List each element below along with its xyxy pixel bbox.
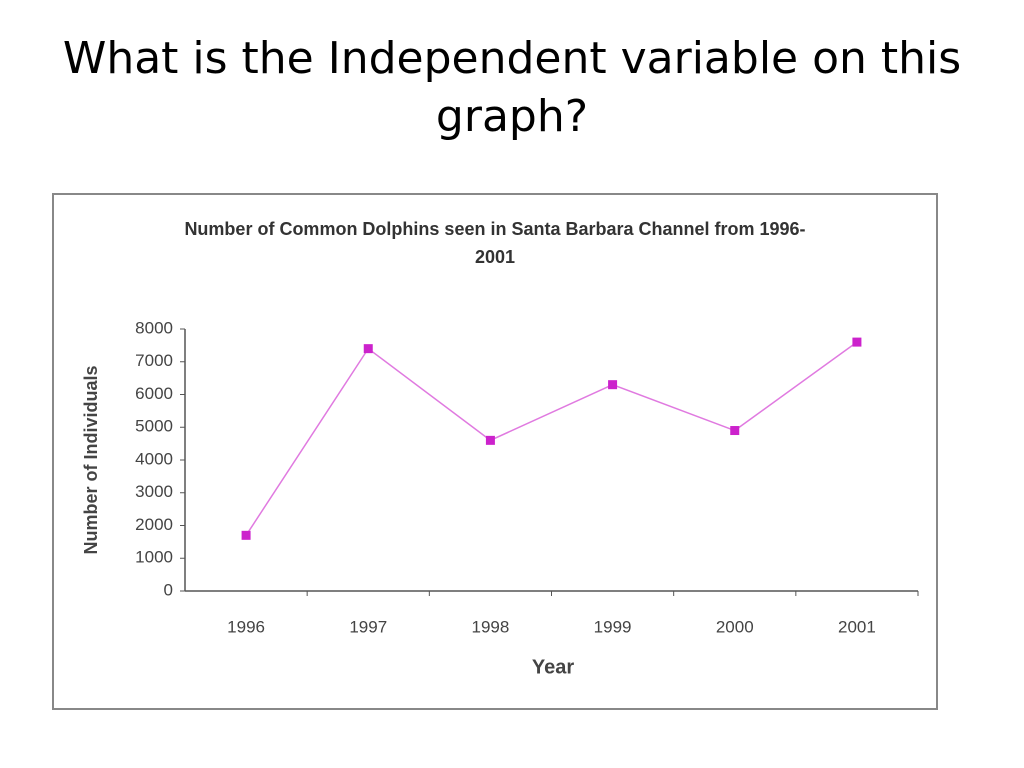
y-tick-label: 2000	[135, 515, 173, 534]
data-line	[245, 341, 858, 536]
x-axis-title: Year	[532, 656, 574, 678]
data-point	[241, 530, 251, 540]
x-tick-label: 1996	[227, 617, 265, 636]
x-tick-label: 2001	[838, 617, 876, 636]
x-tick-label: 1999	[594, 617, 632, 636]
data-point	[608, 380, 618, 390]
data-point	[485, 435, 495, 445]
chart-title: Number of Common Dolphins seen in Santa …	[184, 219, 806, 267]
y-tick-label: 1000	[135, 548, 173, 567]
slide-title: What is the Independent variable on this…	[62, 33, 962, 142]
y-axis-title: Number of Individuals	[81, 365, 101, 554]
y-tick-label: 4000	[135, 449, 173, 468]
chart-frame	[52, 193, 938, 710]
data-point	[730, 426, 740, 436]
y-tick-label: 6000	[135, 384, 173, 403]
x-tick-label: 2000	[716, 617, 754, 636]
y-tick-label: 8000	[135, 318, 173, 337]
x-tick-label: 1998	[472, 617, 510, 636]
y-tick-label: 5000	[135, 417, 173, 436]
y-tick-label: 7000	[135, 351, 173, 370]
y-tick-label: 0	[164, 580, 173, 599]
x-tick-label: 1997	[349, 617, 387, 636]
data-point	[852, 337, 862, 347]
data-point	[363, 344, 373, 354]
y-tick-label: 3000	[135, 482, 173, 501]
